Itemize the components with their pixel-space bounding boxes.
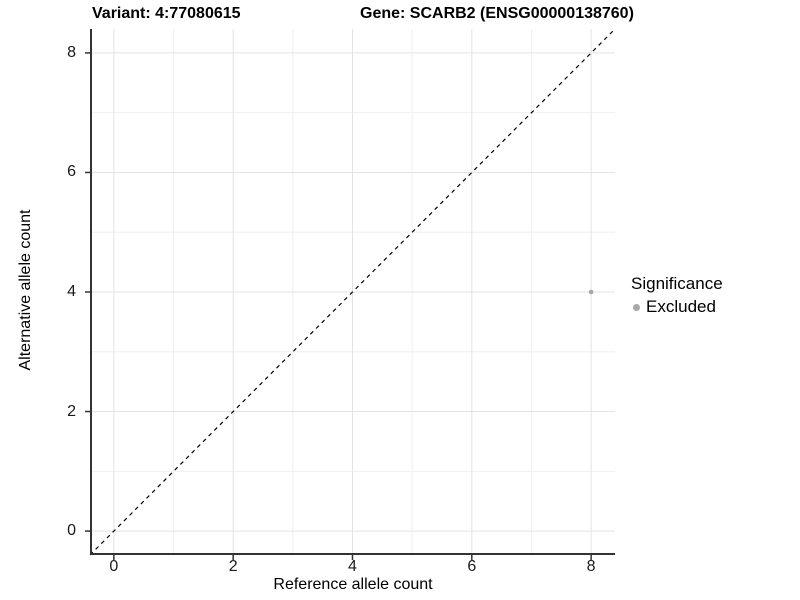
x-tick-label: 2 bbox=[228, 558, 238, 575]
plot-title-variant: Variant: 4:77080615 bbox=[92, 5, 241, 22]
legend-items: Excluded bbox=[631, 297, 723, 317]
legend-title: Significance bbox=[631, 274, 723, 293]
x-tick-label: 8 bbox=[586, 558, 596, 575]
y-tick-label: 0 bbox=[67, 522, 76, 540]
legend-item: Excluded bbox=[631, 297, 723, 317]
legend-item-label: Excluded bbox=[646, 297, 716, 316]
plot-panel bbox=[85, 28, 616, 560]
identity-dashed-line bbox=[89, 28, 616, 556]
legend: Significance Excluded bbox=[631, 274, 723, 317]
x-tick-label: 4 bbox=[348, 558, 357, 575]
y-tick-label: 6 bbox=[67, 163, 76, 181]
x-tick-label: 6 bbox=[467, 558, 477, 575]
y-tick-label: 4 bbox=[67, 283, 76, 300]
y-tick-label: 8 bbox=[67, 43, 76, 61]
legend-key-dot-icon bbox=[633, 303, 640, 311]
x-tick-label: 0 bbox=[109, 558, 119, 575]
y-tick-label: 2 bbox=[67, 402, 76, 420]
x-axis-title: Reference allele count bbox=[273, 576, 433, 593]
y-axis-title: Alternative allele count bbox=[17, 209, 34, 371]
data-point bbox=[588, 289, 594, 295]
plot-title-gene: Gene: SCARB2 (ENSG00000138760) bbox=[360, 5, 634, 22]
